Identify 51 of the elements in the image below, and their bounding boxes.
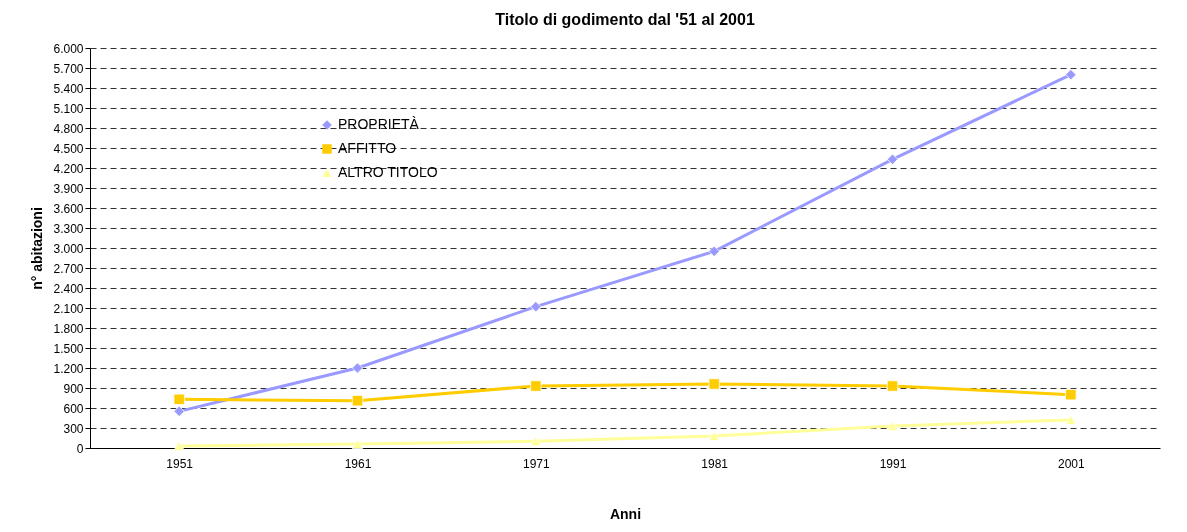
- point: [708, 245, 720, 257]
- y-tick-label: 4.200: [53, 161, 84, 176]
- y-axis-title: n° abitazioni: [29, 207, 46, 290]
- y-tick-label: 3.000: [53, 241, 84, 256]
- legend-label: PROPRIETÀ: [338, 116, 420, 132]
- y-tick-label: 4.800: [53, 121, 84, 136]
- y-tick-label: 2.400: [53, 281, 84, 296]
- y-tick-label: 900: [63, 381, 84, 396]
- y-tick-label: 3.600: [53, 201, 84, 216]
- legend-label: ALTRO TITOLO: [338, 164, 438, 180]
- point: [351, 395, 364, 407]
- point: [351, 362, 364, 374]
- x-tick-label: 1961: [344, 456, 372, 471]
- y-tick-label: 3.900: [53, 181, 84, 196]
- legend-label: AFFITTO: [338, 140, 397, 156]
- y-tick-label: 5.100: [53, 101, 84, 116]
- point: [530, 380, 542, 392]
- point: [173, 405, 185, 417]
- y-tick-label: 600: [63, 401, 84, 416]
- y-tick-label: 1.200: [53, 361, 84, 376]
- point: [173, 441, 185, 451]
- y-tick-label: 6.000: [53, 41, 84, 56]
- x-tick-label: 1951: [166, 456, 194, 471]
- point: [530, 301, 542, 313]
- point: [886, 153, 899, 165]
- y-tick-label: 2.100: [53, 301, 84, 316]
- y-tick-label: 1.800: [53, 321, 84, 336]
- x-tick-label: 2001: [1057, 456, 1085, 471]
- y-tick-label: 5.400: [53, 81, 84, 96]
- point: [886, 380, 899, 392]
- point: [708, 431, 720, 441]
- point: [530, 436, 542, 447]
- y-tick-label: 4.500: [53, 141, 84, 156]
- point: [708, 378, 720, 390]
- chart-title: Titolo di godimento dal '51 al 2001: [495, 11, 755, 28]
- point: [1065, 69, 1077, 81]
- point: [886, 421, 899, 431]
- y-tick-label: 3.300: [53, 221, 84, 236]
- x-axis-title: Anni: [609, 505, 642, 522]
- y-tick-label: 0: [76, 441, 84, 456]
- y-tick-label: 1.500: [53, 341, 84, 356]
- x-tick-label: 1991: [879, 456, 907, 471]
- x-tick-label: 1971: [522, 456, 550, 471]
- point: [173, 393, 185, 405]
- point: [1065, 389, 1077, 401]
- y-tick-label: 5.700: [53, 61, 84, 76]
- x-tick-label: 1981: [701, 456, 729, 471]
- y-tick-label: 2.700: [53, 261, 84, 276]
- point: [1065, 415, 1077, 425]
- point: [351, 439, 364, 449]
- y-tick-label: 300: [63, 421, 84, 436]
